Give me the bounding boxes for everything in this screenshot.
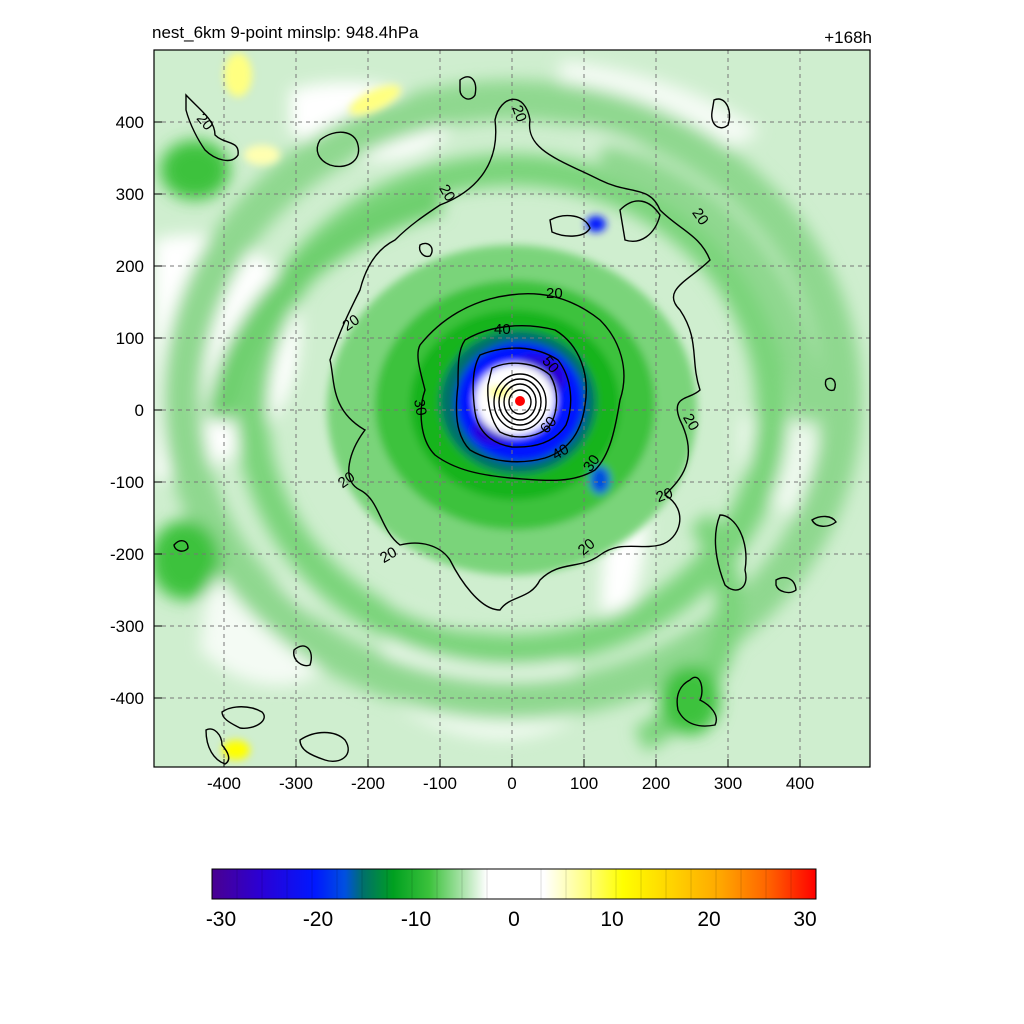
axis-ticks: [154, 121, 801, 767]
contour-label: 20: [435, 182, 458, 205]
colorbar-gradient: [212, 869, 816, 899]
contour-label: 40: [494, 321, 511, 338]
x-tick-label: 200: [642, 774, 670, 793]
x-tick-label: -200: [351, 774, 385, 793]
contour-label: 20: [688, 205, 711, 228]
contour-label: 20: [654, 485, 675, 507]
contour-label: 30: [410, 398, 430, 417]
contour-label: 30: [580, 452, 603, 475]
colorbar-frame: [211, 868, 817, 900]
colorbar: -30 -20 -10 0 10 20 30: [206, 868, 817, 931]
y-tick-label: -200: [110, 545, 144, 564]
storm-center-marker: [515, 396, 525, 406]
y-tick-label: 200: [116, 257, 144, 276]
positive-patches: [222, 53, 401, 760]
y-tick-label: 0: [135, 401, 144, 420]
y-tick-label: 400: [116, 113, 144, 132]
y-axis: 400 300 200 100 0 -100 -200 -300 -400: [110, 113, 144, 708]
contour-20-ring: [329, 98, 711, 611]
title-left: nest_6km 9-point minslp: 948.4hPa: [152, 23, 419, 42]
contour-label: 20: [508, 103, 530, 124]
colorbar-tick-label: -30: [206, 908, 236, 931]
wind-contours: [173, 76, 837, 765]
x-tick-label: 100: [570, 774, 598, 793]
y-tick-label: 100: [116, 329, 144, 348]
contour-60-ring: [487, 362, 558, 438]
x-tick-label: -100: [423, 774, 457, 793]
contour-label: 20: [335, 468, 358, 491]
x-tick-label: -300: [279, 774, 313, 793]
colorbar-tick-label: 10: [600, 908, 623, 931]
contour-30-ring: [417, 293, 625, 482]
contour-40-ring: [455, 325, 587, 463]
colorbar-segments: [236, 869, 792, 899]
y-tick-label: -400: [110, 689, 144, 708]
title-right: +168h: [824, 28, 872, 47]
contour-label: 20: [546, 285, 563, 302]
contour-label: 20: [339, 311, 362, 334]
contour-50-ring: [472, 347, 572, 448]
colorbar-tick-label: 20: [697, 908, 720, 931]
colorbar-tick-label: -20: [303, 908, 333, 931]
contour-label: 20: [679, 411, 702, 434]
vorticity-field: [154, 50, 870, 767]
contour-label: 20: [377, 544, 400, 567]
x-tick-label: 300: [714, 774, 742, 793]
colorbar-tick-label: 0: [508, 908, 520, 931]
x-axis: -400 -300 -200 -100 0 100 200 300 400: [207, 774, 814, 793]
y-tick-label: 300: [116, 185, 144, 204]
y-tick-label: -300: [110, 617, 144, 636]
colorbar-tick-label: 30: [793, 908, 816, 931]
x-tick-label: 0: [507, 774, 516, 793]
colorbar-tick-label: -10: [401, 908, 431, 931]
contour-label: 40: [549, 441, 572, 464]
x-tick-label: 400: [786, 774, 814, 793]
x-tick-label: -400: [207, 774, 241, 793]
y-tick-label: -100: [110, 473, 144, 492]
